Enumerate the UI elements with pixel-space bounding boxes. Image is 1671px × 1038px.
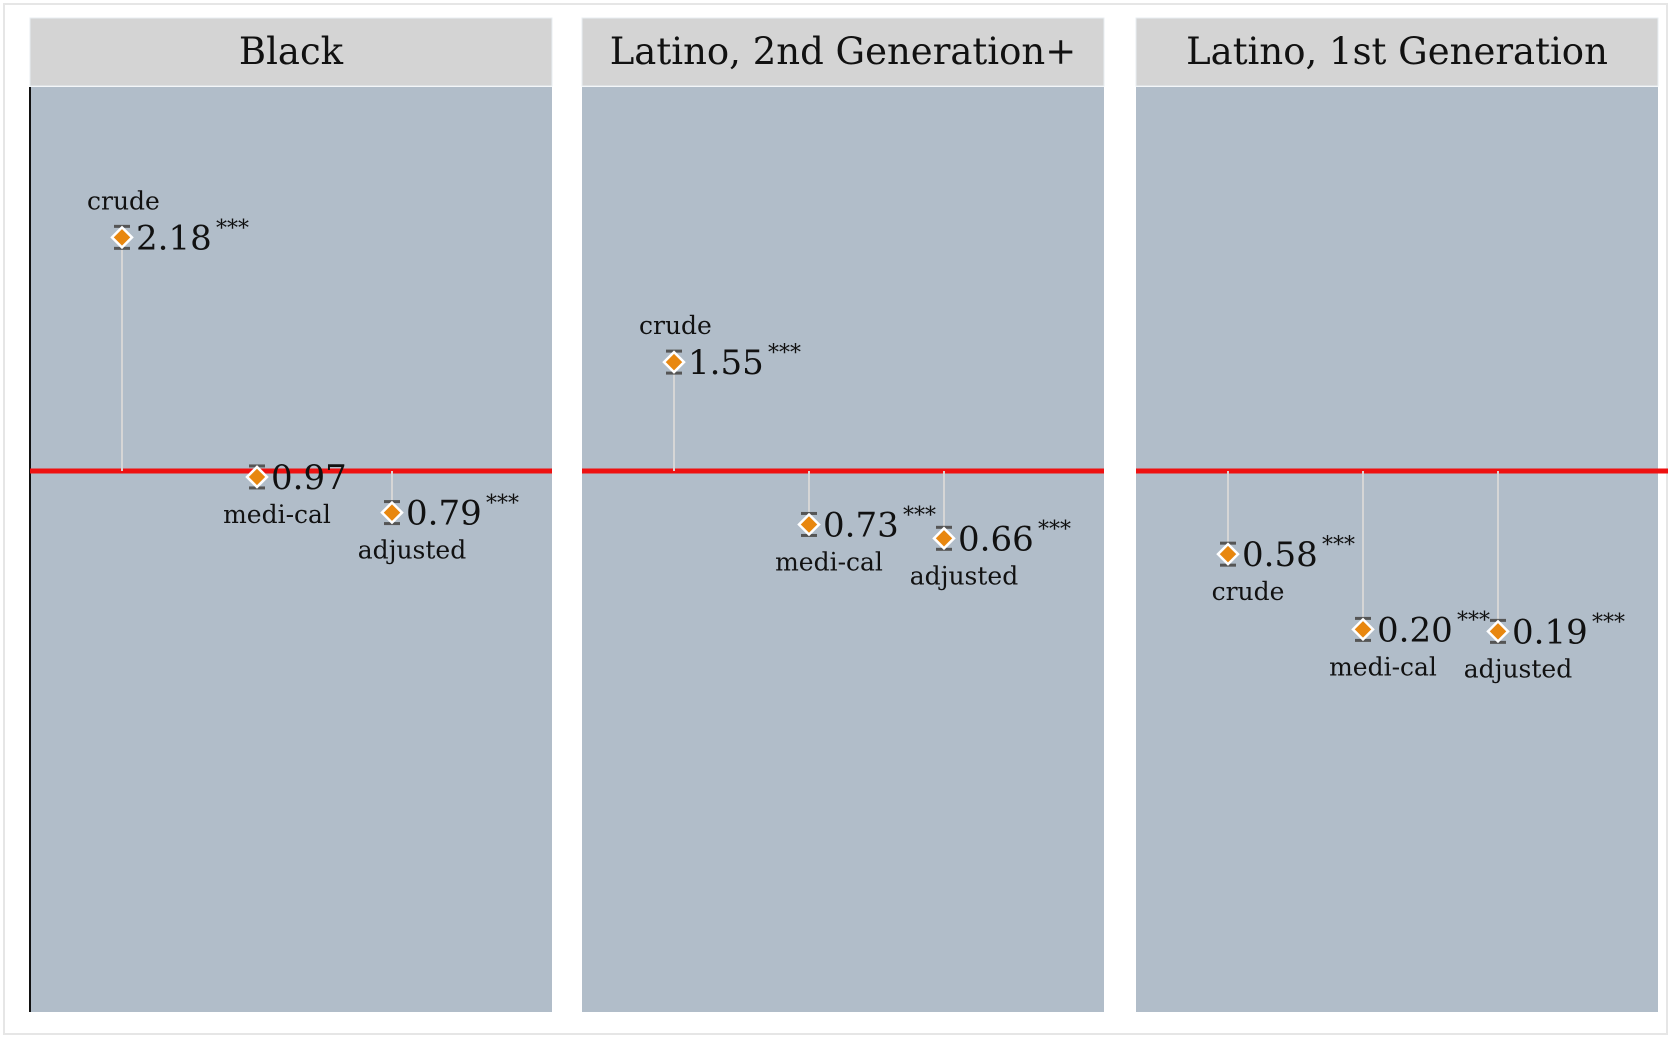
marker-diamond — [1216, 542, 1240, 566]
category-label: adjusted — [910, 561, 1018, 590]
marker-diamond — [245, 465, 269, 489]
facet-panel: Latino, 2nd Generation+ — [581, 17, 1105, 1012]
category-label: medi-cal — [223, 500, 331, 529]
significance-marker: *** — [1322, 533, 1355, 558]
significance-marker: *** — [1038, 517, 1071, 542]
facet-panel: Latino, 1st Generation — [1135, 17, 1659, 1012]
marker-diamond — [932, 526, 956, 551]
data-point-crude: 2.18 *** crude — [87, 186, 249, 471]
panels-layer: Black Latino, 2nd Generation+ Latino, 1st … — [29, 17, 1659, 1012]
data-label-value: 0.79 — [406, 494, 482, 534]
significance-marker: *** — [216, 216, 249, 241]
data-label-value: 2.18 — [136, 218, 212, 258]
data-label-value: 0.97 — [271, 458, 347, 498]
data-point-adjusted: 0.19 *** adjusted — [1464, 471, 1625, 683]
facet-header — [1135, 17, 1659, 87]
significance-marker: *** — [903, 503, 936, 528]
marker-diamond — [380, 500, 404, 525]
category-label: medi-cal — [1329, 652, 1437, 681]
significance-marker: *** — [486, 492, 519, 517]
category-label: crude — [639, 311, 712, 340]
data-label-value: 0.20 — [1377, 610, 1453, 650]
marker-diamond — [797, 512, 821, 537]
data-point-crude: 0.58 *** crude — [1212, 471, 1355, 606]
data-label-value: 0.19 — [1512, 612, 1588, 652]
facet-plot-area — [30, 87, 552, 1012]
marker-diamond — [662, 350, 686, 374]
category-label: adjusted — [358, 536, 466, 565]
data-label-value: 0.73 — [823, 505, 899, 545]
data-label-value: 0.58 — [1242, 535, 1318, 575]
category-label: medi-cal — [775, 547, 883, 576]
facet-header — [29, 17, 553, 87]
data-label-value: 1.55 — [688, 343, 764, 383]
facet-title: Latino, 1st Generation — [1186, 30, 1608, 73]
facet-title: Latino, 2nd Generation+ — [610, 30, 1077, 73]
data-point-crude: 1.55 *** crude — [639, 311, 801, 471]
data-point-adjusted: 0.66 *** adjusted — [910, 471, 1071, 590]
data-point-medi-cal: 0.73 *** medi-cal — [775, 471, 936, 576]
data-label-value: 0.66 — [958, 519, 1034, 559]
facet-plot-area — [1136, 87, 1658, 1012]
significance-marker: *** — [1592, 610, 1625, 635]
data-point-adjusted: 0.79 *** adjusted — [358, 471, 519, 565]
marker-diamond — [1351, 617, 1375, 642]
facet-plot-area — [582, 87, 1104, 1012]
facet-title: Black — [239, 30, 344, 73]
significance-marker: *** — [1457, 608, 1490, 633]
category-label: crude — [87, 186, 160, 215]
marker-diamond — [110, 225, 134, 250]
category-label: adjusted — [1464, 654, 1572, 683]
category-label: crude — [1212, 577, 1285, 606]
facet-header — [581, 17, 1105, 87]
marker-diamond — [1486, 619, 1510, 644]
data-point-medi-cal: 0.20 *** medi-cal — [1329, 471, 1490, 681]
significance-marker: *** — [768, 341, 801, 366]
